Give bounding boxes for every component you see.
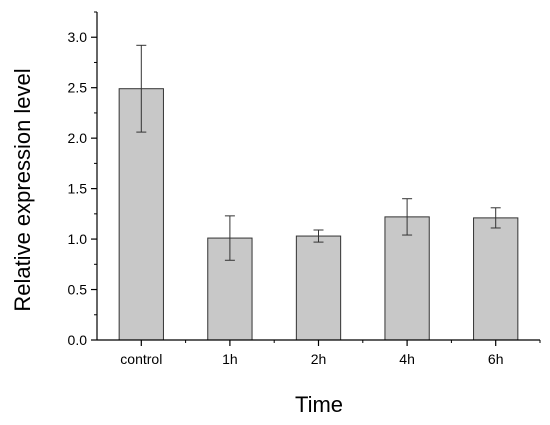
x-ticks-layer: control 1h 2h 4h 6h <box>120 340 541 367</box>
x-tick-label-1h: 1h <box>222 351 238 367</box>
y-tick-label: 1.5 <box>68 181 88 197</box>
y-tick-label: 0.0 <box>68 332 88 348</box>
x-tick-label-4h: 4h <box>399 351 415 367</box>
y-tick-label: 2.5 <box>68 80 88 96</box>
x-tick-label-6h: 6h <box>488 351 504 367</box>
y-tick-label: 3.0 <box>68 29 88 45</box>
bar-2h <box>295 235 342 341</box>
x-tick-label-2h: 2h <box>311 351 327 367</box>
error-bar-1h <box>224 215 235 261</box>
y-ticks-layer: 0.0 0.5 1.0 1.5 2.0 2.5 3.0 <box>68 11 97 348</box>
x-tick-label-control: control <box>120 351 162 367</box>
error-bar-2h <box>313 229 324 243</box>
bars-layer <box>118 88 519 341</box>
y-tick-label: 0.5 <box>68 282 88 298</box>
error-bar-4h <box>402 198 413 236</box>
y-tick-label: 2.0 <box>68 130 88 146</box>
bar-6h <box>473 217 519 341</box>
error-bars-layer <box>136 44 501 261</box>
y-tick-label: 1.0 <box>68 231 88 247</box>
y-axis-title: Relative expression level <box>10 68 35 311</box>
error-bar-6h <box>490 207 501 229</box>
error-bar-control <box>136 44 147 133</box>
x-axis-title: Time <box>295 392 343 417</box>
